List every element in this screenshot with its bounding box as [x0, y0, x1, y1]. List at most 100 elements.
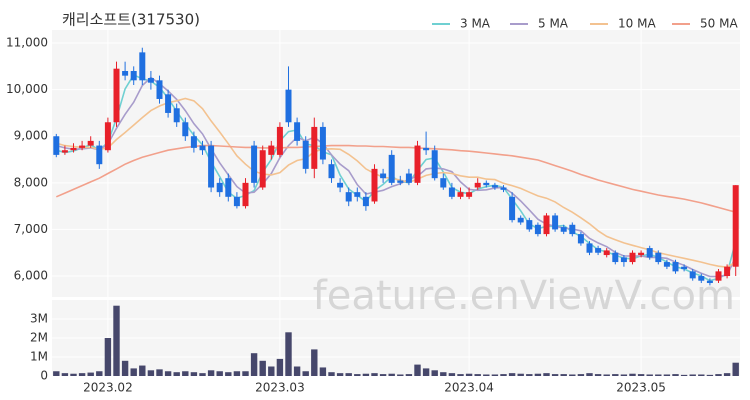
candle-body [423, 147, 430, 151]
volume-bar [672, 374, 679, 376]
candle-body [190, 136, 197, 148]
candle-body [612, 252, 619, 263]
volume-bar [379, 374, 387, 376]
candle-body [70, 147, 77, 151]
volume-bar [250, 353, 258, 376]
candle-body [216, 182, 223, 193]
volume-bar [612, 374, 619, 376]
volume-bar [534, 373, 542, 376]
volume-bar [121, 360, 129, 376]
volume-bar [629, 373, 636, 376]
x-tick-label: 2023.05 [616, 381, 666, 395]
candle-body [104, 122, 111, 151]
y-tick-label: 10,000 [6, 82, 48, 96]
volume-bar [543, 373, 550, 376]
volume-bar [680, 374, 688, 376]
candle-body [156, 80, 163, 99]
volume-bar [448, 373, 456, 376]
candle-body [457, 192, 464, 197]
candle-body [362, 196, 369, 207]
volume-bar [96, 371, 103, 376]
candle-body [638, 252, 645, 256]
candle-body [53, 136, 60, 155]
volume-bar [147, 370, 155, 376]
candle-body [397, 180, 404, 183]
volume-bar [500, 374, 507, 376]
candle-body [483, 182, 490, 186]
volume-bar [431, 370, 438, 376]
volume-bar [362, 373, 370, 376]
volume-bar [268, 366, 275, 376]
volume-bar [620, 374, 628, 376]
candle-body [414, 145, 421, 183]
volume-tick-label: 1M [30, 350, 48, 364]
candle-body [165, 94, 172, 113]
volume-bar [706, 374, 714, 376]
candle-body [319, 126, 326, 160]
candle-body [620, 257, 627, 263]
candle-body [543, 215, 550, 235]
volume-bar [259, 360, 266, 376]
candle-body [259, 150, 266, 188]
volume-bar [354, 374, 361, 376]
volume-bar [457, 374, 464, 376]
volume-tick-label: 3M [30, 312, 48, 326]
volume-bar [689, 374, 696, 376]
candle-body [251, 145, 258, 183]
candle-body [689, 271, 696, 279]
candle-body [268, 145, 275, 155]
candle-body [509, 196, 516, 221]
candle-body [552, 215, 559, 230]
volume-bar [345, 373, 352, 376]
legend-label: 5 MA [538, 17, 569, 31]
volume-bar [139, 365, 146, 376]
volume-bar [646, 374, 653, 376]
volume-bar [53, 371, 60, 376]
candle-body [431, 150, 438, 179]
volume-bar [190, 372, 198, 376]
candle-body [173, 108, 180, 123]
volume-bar [302, 371, 309, 376]
candle-body [294, 122, 301, 141]
volume-bar [164, 371, 172, 376]
candle-body [328, 164, 335, 179]
volume-bar [569, 374, 576, 376]
candle-body [698, 276, 705, 281]
volume-bar [156, 369, 163, 376]
volume-bar [78, 373, 86, 376]
volume-bar [293, 366, 301, 376]
candle-body [225, 178, 232, 197]
volume-bar [371, 373, 378, 376]
volume-bar [336, 373, 344, 376]
volume-bar [199, 373, 206, 376]
volume-bar [104, 338, 112, 376]
candle-body [517, 217, 524, 223]
y-tick-label: 6,000 [14, 269, 48, 283]
y-tick-label: 7,000 [14, 222, 48, 236]
candle-body [491, 185, 498, 188]
volume-bar [70, 373, 77, 376]
candle-body [560, 227, 567, 232]
candle-body [715, 271, 722, 281]
candle-body [595, 248, 602, 253]
volume-bar [586, 373, 593, 376]
candle-body [122, 71, 129, 76]
candle-body [79, 145, 86, 148]
volume-bar [207, 370, 215, 376]
x-tick-label: 2023.02 [83, 381, 133, 395]
volume-bar [173, 372, 180, 376]
candle-body [448, 187, 455, 197]
ma-line [55, 144, 736, 213]
candle-body [672, 262, 679, 272]
volume-bar [405, 374, 413, 376]
volume-bar [130, 368, 137, 376]
ma-line [56, 76, 737, 278]
candle-body [113, 68, 120, 123]
candle-body [577, 234, 584, 244]
volume-bar [594, 374, 602, 376]
y-tick-label: 8,000 [14, 175, 48, 189]
candle-body [147, 77, 154, 83]
candle-body [182, 122, 189, 137]
price-panel [52, 30, 740, 297]
volume-bar [242, 371, 249, 376]
